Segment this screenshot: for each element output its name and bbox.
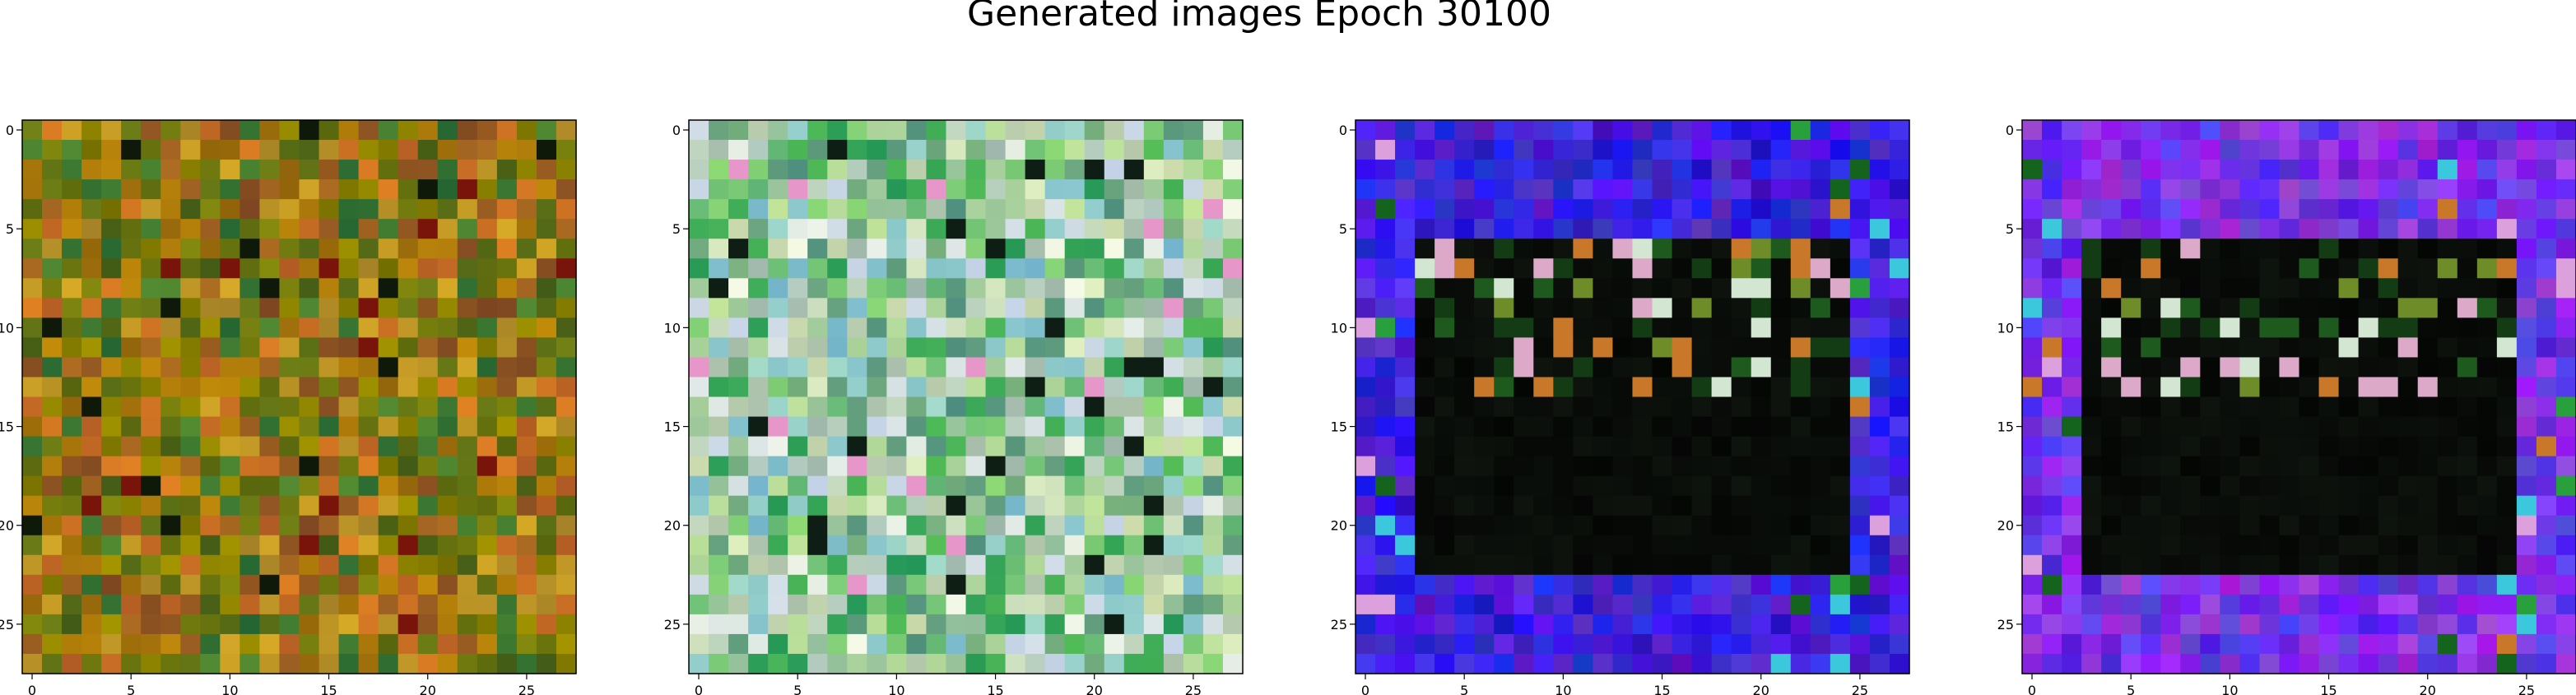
image-panel-4: 0 5 10 15 20 25 0 5 10 15 20 25 [1997, 119, 2576, 695]
x-tick-label: 25 [2518, 683, 2535, 695]
x-tick-label: 5 [2127, 683, 2135, 695]
image-panel-3: 0 5 10 15 20 25 0 5 10 15 20 25 [1331, 119, 1910, 695]
x-tick-label: 0 [1361, 683, 1369, 695]
y-tick-label: 5 [1339, 221, 1347, 237]
x-tick-label: 25 [1852, 683, 1868, 695]
image-panel-2-frame [688, 119, 1244, 674]
x-tick-label: 10 [221, 683, 238, 695]
x-tick-label: 10 [1555, 683, 1571, 695]
x-tick-label: 5 [1460, 683, 1468, 695]
y-tick-label: 15 [0, 419, 14, 435]
x-tick-label: 0 [2028, 683, 2036, 695]
x-tick-label: 10 [888, 683, 904, 695]
y-tick-label: 0 [1339, 123, 1347, 138]
y-tick-label: 25 [0, 617, 14, 632]
image-panel-3-pixels [1355, 120, 1910, 674]
y-tick-label: 0 [6, 123, 14, 138]
x-tick-label: 20 [1753, 683, 1769, 695]
x-tick-label: 15 [320, 683, 337, 695]
image-panel-4-frame [2021, 119, 2576, 674]
x-tick-label: 20 [420, 683, 436, 695]
y-tick-label: 5 [6, 221, 14, 237]
image-panels: 0 5 10 15 20 25 0 5 10 15 20 25 0 5 10 15 20 25 0 5 10 15 20 25… [0, 119, 2576, 695]
y-tick-label: 10 [0, 320, 14, 336]
y-tick-label: 25 [1997, 617, 2014, 632]
y-tick-label: 25 [1331, 617, 1347, 632]
y-tick-label: 20 [1331, 518, 1347, 534]
image-panel-1-frame [21, 119, 577, 674]
x-tick-label: 10 [2221, 683, 2238, 695]
image-panel-1: 0 5 10 15 20 25 0 5 10 15 20 25 [0, 119, 577, 695]
image-panel-1-pixels [22, 120, 577, 674]
x-tick-label: 15 [2320, 683, 2337, 695]
y-tick-label: 20 [1997, 518, 2014, 534]
y-tick-label: 10 [1331, 320, 1347, 336]
image-panel-2: 0 5 10 15 20 25 0 5 10 15 20 25 [664, 119, 1244, 695]
x-tick-label: 15 [987, 683, 1003, 695]
x-tick-label: 20 [2420, 683, 2436, 695]
y-tick-label: 20 [0, 518, 14, 534]
y-tick-label: 15 [664, 419, 681, 435]
x-tick-label: 25 [518, 683, 535, 695]
figure-title: Generated images Epoch 30100 [967, 0, 1551, 35]
x-tick-label: 20 [1086, 683, 1103, 695]
image-panel-4-pixels [2022, 120, 2576, 674]
x-tick-label: 0 [695, 683, 703, 695]
x-tick-label: 5 [793, 683, 802, 695]
y-tick-label: 0 [2006, 123, 2014, 138]
y-tick-label: 5 [672, 221, 681, 237]
x-tick-label: 0 [28, 683, 36, 695]
y-tick-label: 0 [672, 123, 681, 138]
image-panel-3-frame [1355, 119, 1910, 674]
x-tick-label: 15 [1653, 683, 1670, 695]
x-tick-label: 5 [127, 683, 135, 695]
y-tick-label: 25 [664, 617, 681, 632]
image-panel-2-pixels [689, 120, 1244, 674]
y-tick-label: 15 [1331, 419, 1347, 435]
y-tick-label: 20 [664, 518, 681, 534]
y-tick-label: 15 [1997, 419, 2014, 435]
y-tick-label: 10 [1997, 320, 2014, 336]
x-tick-label: 25 [1185, 683, 1202, 695]
y-tick-label: 10 [664, 320, 681, 336]
y-tick-label: 5 [2006, 221, 2014, 237]
